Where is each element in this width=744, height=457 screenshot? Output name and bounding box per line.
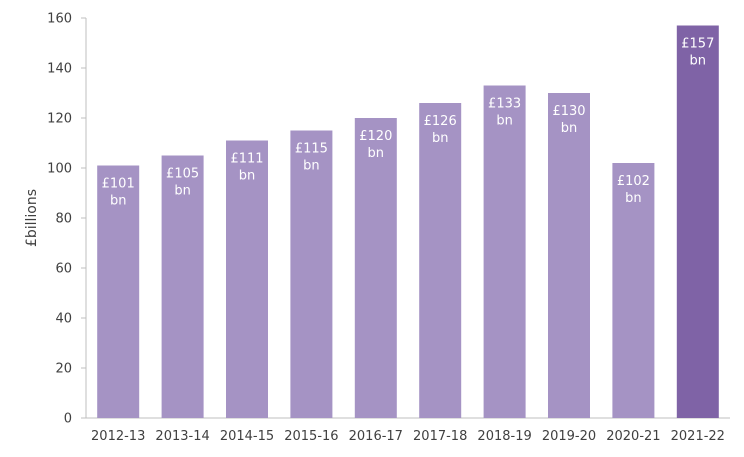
bar xyxy=(548,93,590,418)
x-tick-label: 2021-22 xyxy=(671,429,725,444)
data-label-unit: bn xyxy=(303,159,320,174)
data-label-unit: bn xyxy=(625,191,642,206)
data-label-value: £115 xyxy=(295,142,328,157)
data-labels: £101 bn £105 bn £111 bn £115 bn £120 bn £126 bn £133… xyxy=(102,37,715,209)
x-tick-label: 2020-21 xyxy=(606,429,660,444)
data-label-unit: bn xyxy=(432,131,449,146)
y-tick-label: 140 xyxy=(47,62,72,77)
y-tick-label: 80 xyxy=(55,212,72,227)
x-tick-label: 2013-14 xyxy=(155,429,209,444)
x-axis-ticks: 2012-13 2013-14 2014-15 2015-16 2016-17 2017-… xyxy=(91,429,725,444)
bar xyxy=(676,25,719,418)
y-tick-label: 40 xyxy=(55,312,72,327)
data-label-unit: bn xyxy=(239,169,256,184)
data-label-value: £157 xyxy=(681,37,714,52)
data-label-value: £111 xyxy=(230,152,263,167)
x-tick-label: 2014-15 xyxy=(220,429,274,444)
x-tick-label: 2015-16 xyxy=(284,429,338,444)
bar xyxy=(290,130,333,418)
bar xyxy=(97,165,140,418)
y-axis-ticks: 0 20 40 60 80 100 120 140 160 xyxy=(47,12,86,427)
data-label-value: £120 xyxy=(359,129,392,144)
y-tick-label: 160 xyxy=(47,12,72,27)
bar xyxy=(354,118,397,418)
data-label-value: £126 xyxy=(424,114,457,129)
y-tick-label: 60 xyxy=(55,262,72,277)
y-axis-label: £billions xyxy=(24,189,40,247)
x-tick-label: 2012-13 xyxy=(91,429,145,444)
data-label-unit: bn xyxy=(110,194,127,209)
data-label-unit: bn xyxy=(368,146,385,161)
bar xyxy=(612,163,655,418)
data-label-value: £105 xyxy=(166,167,199,182)
data-label-unit: bn xyxy=(174,184,191,199)
data-label-value: £133 xyxy=(488,97,521,112)
data-label-value: £101 xyxy=(102,177,135,192)
data-label-value: £130 xyxy=(552,104,585,119)
y-tick-label: 100 xyxy=(47,162,72,177)
data-label-unit: bn xyxy=(496,114,513,129)
bars xyxy=(97,25,719,418)
bar xyxy=(161,155,204,418)
data-label-value: £102 xyxy=(617,174,650,189)
y-tick-label: 20 xyxy=(55,362,72,377)
y-tick-label: 0 xyxy=(64,412,72,427)
data-label-unit: bn xyxy=(690,54,707,69)
y-tick-label: 120 xyxy=(47,112,72,127)
bar xyxy=(483,85,526,418)
data-label-unit: bn xyxy=(561,121,578,136)
x-tick-label: 2018-19 xyxy=(477,429,531,444)
bar xyxy=(226,140,268,418)
x-tick-label: 2019-20 xyxy=(542,429,596,444)
bar xyxy=(419,103,462,418)
x-tick-label: 2016-17 xyxy=(349,429,403,444)
x-tick-label: 2017-18 xyxy=(413,429,467,444)
